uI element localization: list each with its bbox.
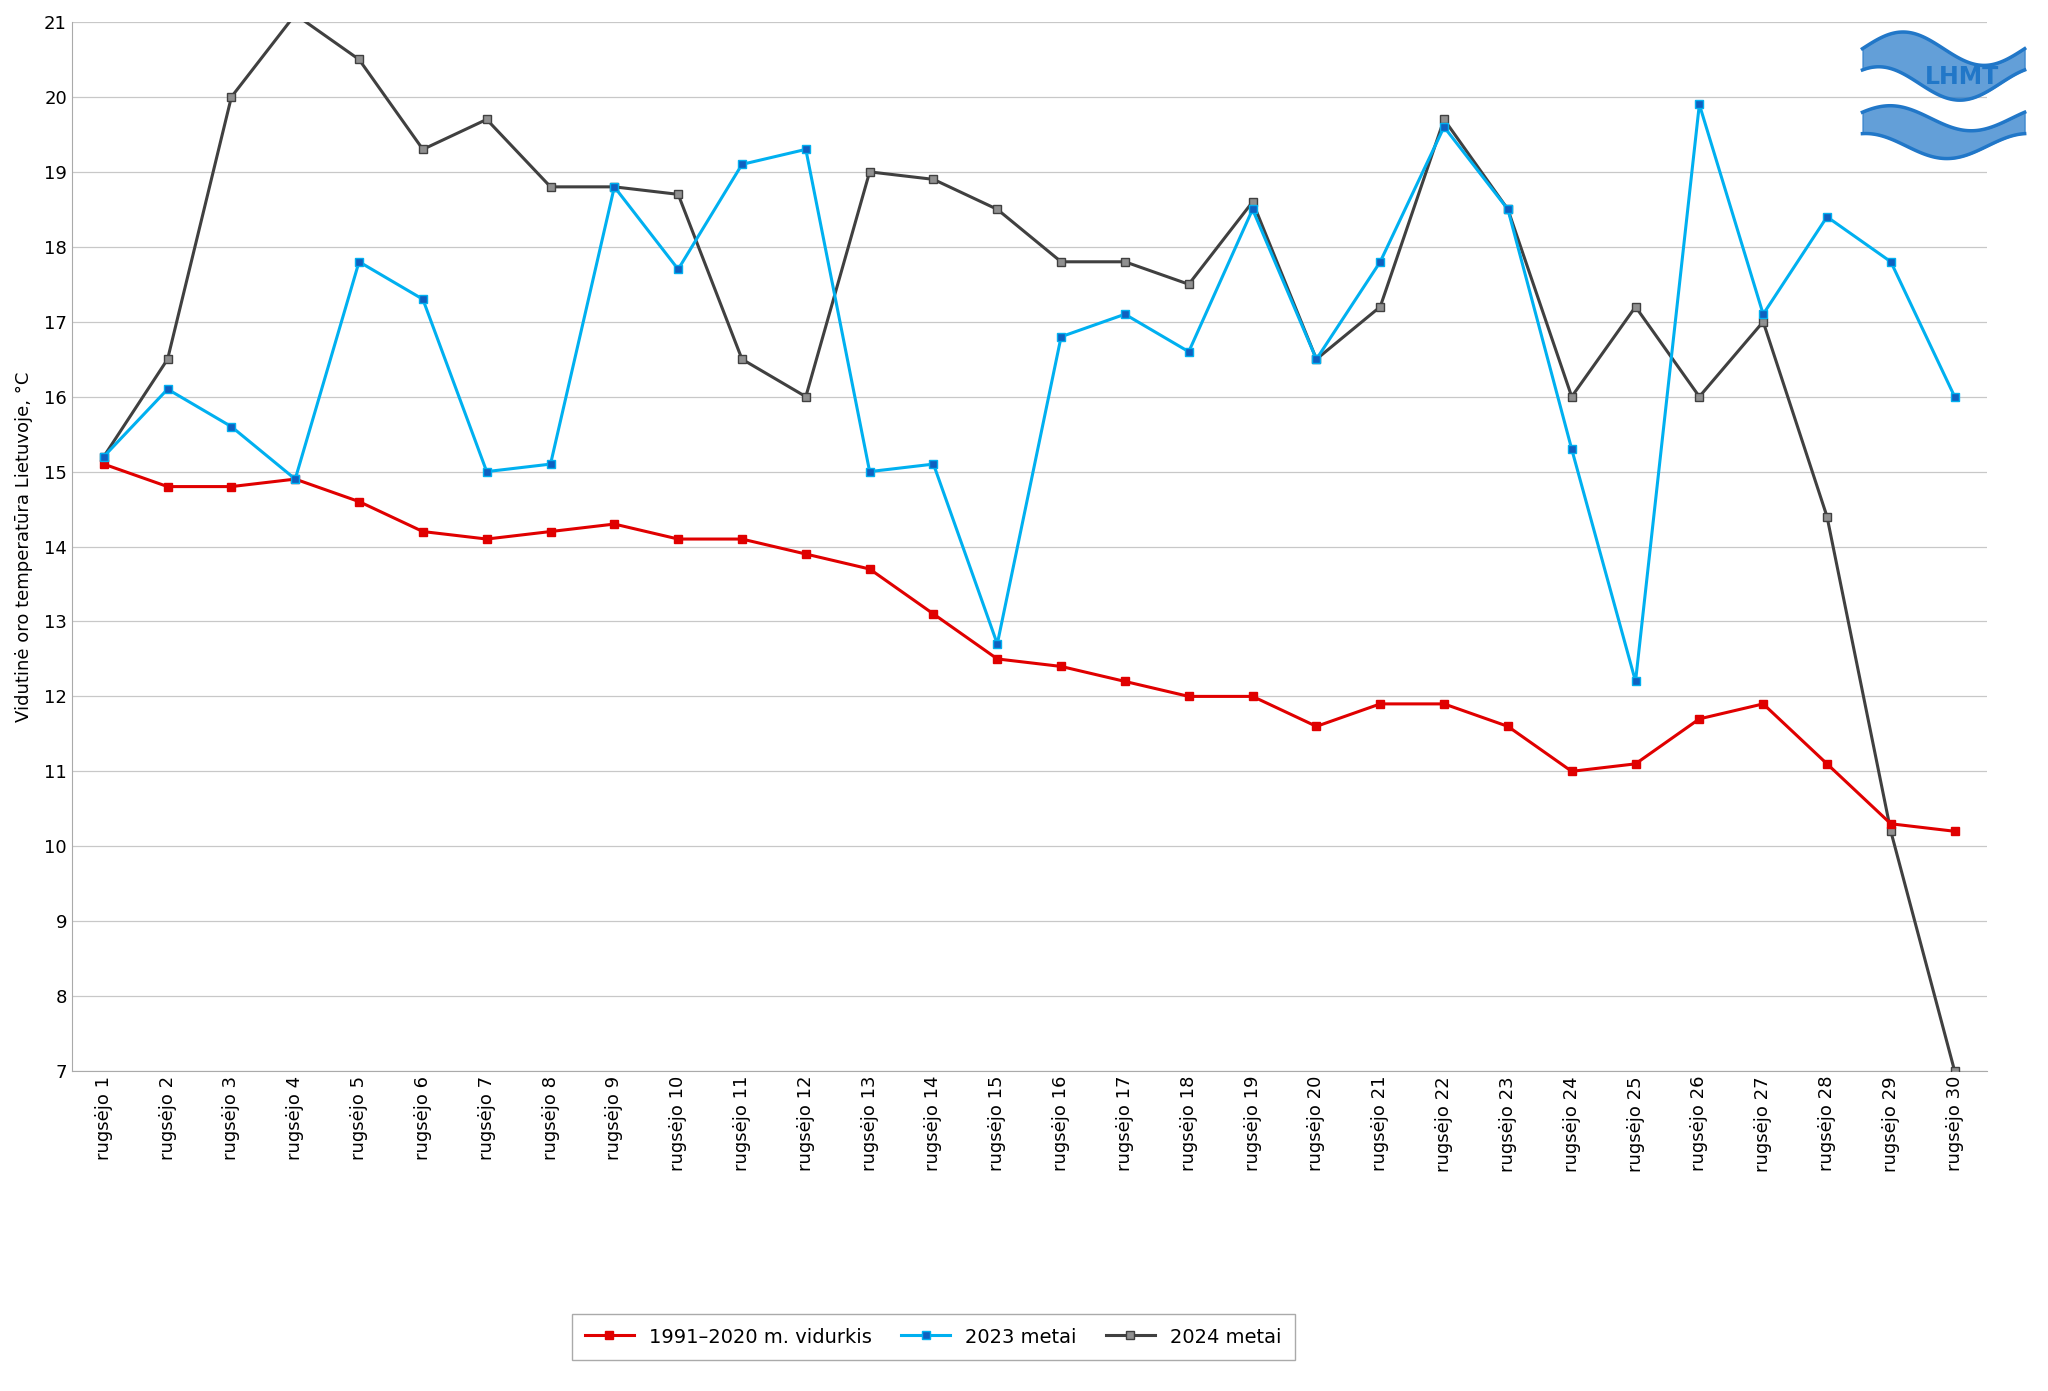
1991–2020 m. vidurkis: [346, 494, 371, 510]
1991–2020 m. vidurkis: [1112, 673, 1137, 690]
2024 metai: [922, 171, 946, 188]
2023 metai: [793, 140, 817, 157]
2023 metai: [283, 470, 307, 487]
2023 metai: [1559, 441, 1583, 458]
2024 metai: [1112, 253, 1137, 270]
2024 metai: [1241, 193, 1266, 210]
2024 metai: [1049, 253, 1073, 270]
2024 metai: [1815, 508, 1839, 524]
2023 metai: [92, 448, 117, 465]
2023 metai: [1624, 673, 1649, 690]
2023 metai: [1176, 344, 1200, 360]
2024 metai: [1305, 351, 1329, 367]
2024 metai: [793, 388, 817, 405]
1991–2020 m. vidurkis: [1624, 755, 1649, 772]
1991–2020 m. vidurkis: [1305, 718, 1329, 734]
1991–2020 m. vidurkis: [539, 523, 563, 540]
2024 metai: [1878, 823, 1903, 840]
1991–2020 m. vidurkis: [475, 531, 500, 548]
2023 metai: [1241, 200, 1266, 217]
Line: 1991–2020 m. vidurkis: 1991–2020 m. vidurkis: [100, 460, 1958, 836]
2023 metai: [1495, 200, 1520, 217]
1991–2020 m. vidurkis: [1241, 689, 1266, 705]
2023 metai: [985, 636, 1010, 652]
1991–2020 m. vidurkis: [1942, 823, 1966, 840]
1991–2020 m. vidurkis: [729, 531, 754, 548]
2024 metai: [539, 178, 563, 195]
1991–2020 m. vidurkis: [1559, 764, 1583, 780]
2024 metai: [666, 186, 690, 203]
2023 metai: [666, 262, 690, 278]
2024 metai: [985, 200, 1010, 217]
2023 metai: [1305, 351, 1329, 367]
2024 metai: [1559, 388, 1583, 405]
1991–2020 m. vidurkis: [219, 479, 244, 495]
Line: 2023 metai: 2023 metai: [100, 100, 1958, 686]
2024 metai: [1942, 1063, 1966, 1079]
2023 metai: [1751, 306, 1776, 323]
2024 metai: [1432, 111, 1456, 128]
2024 metai: [475, 111, 500, 128]
1991–2020 m. vidurkis: [1368, 696, 1393, 712]
2024 metai: [1176, 275, 1200, 292]
1991–2020 m. vidurkis: [283, 470, 307, 487]
2024 metai: [1368, 299, 1393, 316]
2024 metai: [410, 140, 434, 157]
2024 metai: [858, 164, 883, 181]
2023 metai: [1942, 388, 1966, 405]
2024 metai: [283, 6, 307, 22]
1991–2020 m. vidurkis: [156, 479, 180, 495]
2024 metai: [92, 448, 117, 465]
2023 metai: [156, 381, 180, 398]
1991–2020 m. vidurkis: [92, 456, 117, 473]
2024 metai: [1751, 313, 1776, 330]
1991–2020 m. vidurkis: [410, 523, 434, 540]
2024 metai: [1624, 299, 1649, 316]
2023 metai: [475, 463, 500, 480]
1991–2020 m. vidurkis: [1815, 755, 1839, 772]
2023 metai: [729, 156, 754, 172]
Line: 2024 metai: 2024 metai: [100, 10, 1958, 1075]
2023 metai: [1432, 118, 1456, 135]
2023 metai: [1049, 328, 1073, 345]
1991–2020 m. vidurkis: [985, 651, 1010, 668]
1991–2020 m. vidurkis: [1495, 718, 1520, 734]
2023 metai: [858, 463, 883, 480]
2023 metai: [922, 456, 946, 473]
2023 metai: [1368, 253, 1393, 270]
2023 metai: [602, 178, 627, 195]
2024 metai: [602, 178, 627, 195]
Legend: 1991–2020 m. vidurkis, 2023 metai, 2024 metai: 1991–2020 m. vidurkis, 2023 metai, 2024 …: [571, 1313, 1296, 1360]
1991–2020 m. vidurkis: [602, 516, 627, 533]
2024 metai: [1495, 200, 1520, 217]
1991–2020 m. vidurkis: [793, 545, 817, 562]
Text: LHMT: LHMT: [1925, 65, 1999, 89]
1991–2020 m. vidurkis: [1751, 696, 1776, 712]
2024 metai: [1688, 388, 1712, 405]
1991–2020 m. vidurkis: [666, 531, 690, 548]
2023 metai: [1112, 306, 1137, 323]
2024 metai: [729, 351, 754, 367]
2023 metai: [219, 419, 244, 435]
2023 metai: [410, 291, 434, 307]
1991–2020 m. vidurkis: [1176, 689, 1200, 705]
2023 metai: [1815, 209, 1839, 225]
1991–2020 m. vidurkis: [1688, 711, 1712, 727]
2024 metai: [219, 89, 244, 106]
1991–2020 m. vidurkis: [858, 561, 883, 577]
2023 metai: [1878, 253, 1903, 270]
Y-axis label: Vidutinė oro temperatūra Lietuvoje, °C: Vidutinė oro temperatūra Lietuvoje, °C: [14, 371, 33, 722]
1991–2020 m. vidurkis: [1878, 815, 1903, 832]
2023 metai: [1688, 96, 1712, 113]
1991–2020 m. vidurkis: [1049, 658, 1073, 675]
2023 metai: [346, 253, 371, 270]
2024 metai: [156, 351, 180, 367]
2024 metai: [346, 51, 371, 68]
1991–2020 m. vidurkis: [1432, 696, 1456, 712]
2023 metai: [539, 456, 563, 473]
1991–2020 m. vidurkis: [922, 605, 946, 622]
